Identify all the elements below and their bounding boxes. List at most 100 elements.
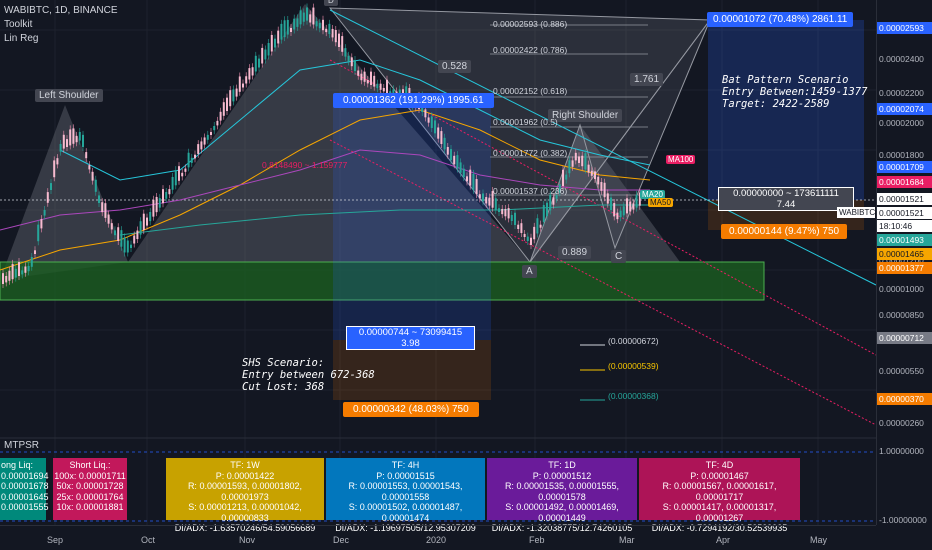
candle-body — [616, 212, 619, 220]
candle-body — [562, 169, 564, 186]
candle-body — [507, 208, 510, 219]
fib-ratio-0528: 0.528 — [438, 60, 472, 73]
point-c-label: C — [611, 250, 627, 263]
candle-body — [578, 156, 580, 163]
candle-body — [206, 134, 209, 140]
point-top-label: D — [324, 0, 338, 6]
ma-orange — [0, 109, 651, 271]
candle-body — [75, 135, 78, 143]
fib-level-0382: 0.00001772 (0.382) — [493, 148, 568, 158]
time-scale[interactable]: Sep Oct Nov Dec 2020 Feb Mar Apr May — [0, 525, 876, 550]
shs-measure-upper — [333, 95, 491, 340]
indicator-toolkit[interactable]: Toolkit — [4, 19, 33, 30]
candle-body — [494, 198, 497, 210]
candle-body — [133, 235, 136, 244]
candle-body — [328, 23, 331, 35]
candle-body — [510, 214, 513, 221]
candle-body — [120, 230, 123, 247]
price-tag: 0.00000712 — [877, 332, 932, 344]
candle-body — [629, 201, 632, 212]
regression-upper — [329, 59, 877, 356]
right-shoulder-label: Right Shoulder — [548, 109, 623, 122]
fib-ratio-1761: 1.761 — [630, 73, 664, 86]
candle-body — [187, 152, 190, 168]
candle-body — [136, 230, 139, 240]
candle-body — [30, 256, 33, 267]
tf-4h-box: TF: 4H P: 0.00001515 R: 0.00001553, 0.0000… — [326, 458, 485, 533]
candle-body — [123, 237, 126, 253]
candle-body — [290, 27, 292, 32]
price-label: 0.00001800 — [879, 150, 924, 160]
candle-body — [635, 194, 638, 208]
candle-body — [78, 131, 81, 141]
candle-body — [366, 80, 369, 84]
ratio-line-label: 0.8148490 ~ 1.159777 — [262, 160, 348, 170]
candle-body — [498, 208, 500, 212]
candle-body — [114, 230, 116, 236]
candle-body — [482, 193, 484, 202]
candle-body — [306, 7, 308, 21]
candle-body — [152, 199, 155, 217]
candle-body — [491, 191, 494, 208]
candle-body — [533, 226, 536, 240]
shs-scenario-note: SHS Scenario: Entry between 672-368 Cut … — [242, 357, 375, 393]
price-label: 0.00000550 — [879, 366, 924, 376]
point-a-label: A — [522, 265, 537, 278]
peak-measure-box: 0.00001362 (191.29%) 1995.61 — [333, 93, 494, 108]
candle-body — [638, 192, 641, 206]
candle-body — [8, 270, 11, 281]
time-label: Dec — [333, 535, 350, 545]
candle-body — [50, 183, 52, 190]
mtpsr-indicator-label[interactable]: MTPSR — [4, 440, 39, 451]
candle-body — [530, 237, 532, 245]
osc-scale-label: -1.00000000 — [879, 515, 927, 525]
candle-body — [619, 210, 622, 218]
price-tag: 0.00002074 — [877, 103, 932, 115]
candle-body — [600, 182, 603, 191]
candle-body — [389, 91, 392, 95]
time-label: Oct — [141, 535, 156, 545]
candle-body — [360, 73, 363, 81]
candle-body — [376, 83, 379, 89]
candle-body — [357, 70, 360, 76]
time-label: 2020 — [426, 535, 447, 545]
candle-body — [88, 165, 91, 170]
candle-body — [174, 170, 177, 186]
candle-body — [469, 169, 472, 186]
fib-level-0786: 0.00002422 (0.786) — [493, 45, 568, 55]
candle-body — [142, 213, 145, 231]
tf-1d-box: TF: 1D P: 0.00001512 R: 0.00001535, 0.0000… — [487, 458, 637, 533]
trendline-cyan — [329, 9, 877, 286]
candle-body — [286, 19, 289, 35]
candle-body — [94, 179, 97, 192]
candle-body — [302, 12, 305, 22]
bat-measure-upper — [708, 20, 864, 200]
candle-body — [190, 157, 193, 163]
candle-body — [462, 168, 465, 178]
ma100-tag: MA100 — [666, 155, 696, 164]
indicator-linreg[interactable]: Lin Reg — [4, 33, 39, 44]
symbol-tag: WABIBTC — [837, 207, 876, 218]
bat-target-box: 0.00001072 (70.48%) 2861.11 — [707, 12, 854, 27]
candle-body — [229, 90, 232, 107]
fib-level-05: 0.00001962 (0.5) — [493, 117, 558, 127]
candle-body — [242, 83, 244, 88]
symbol-title[interactable]: WABIBTC, 1D, BINANCE — [4, 5, 118, 16]
shs-bottom-box: 0.00000342 (48.03%) 750 — [343, 402, 479, 417]
candle-body — [130, 244, 132, 248]
price-tag: 0.00001493 — [877, 234, 932, 246]
candle-body — [280, 23, 283, 40]
candle-body — [437, 127, 440, 139]
candle-body — [110, 223, 113, 230]
price-scale[interactable]: 0.00002400 0.00002200 0.00002000 0.00001… — [837, 0, 932, 525]
candle-body — [555, 194, 558, 199]
fib-level-0236: 0.00001537 (0.236) — [493, 186, 568, 196]
candle-body — [226, 97, 228, 111]
candle-body — [370, 71, 372, 85]
candle-body — [27, 265, 30, 272]
ma50-tag: MA50 — [648, 198, 673, 207]
candle-body — [549, 194, 552, 211]
time-label: Mar — [619, 535, 635, 545]
candle-body — [446, 146, 449, 155]
left-shoulder-label: Left Shoulder — [35, 89, 103, 102]
